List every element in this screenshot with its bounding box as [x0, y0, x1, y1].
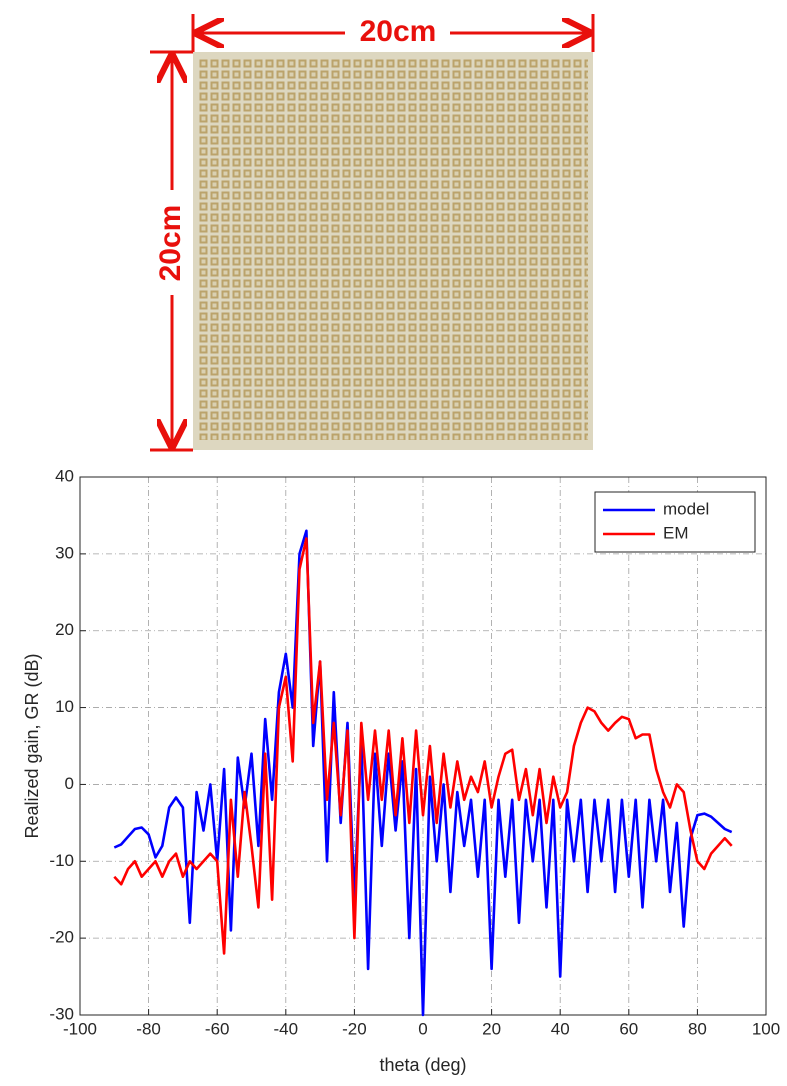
y-tick-label: -30	[49, 1004, 74, 1023]
legend-box	[594, 491, 756, 553]
x-tick-label: 40	[551, 1019, 570, 1038]
x-tick-label: -80	[136, 1019, 161, 1038]
x-tick-label: 100	[752, 1019, 780, 1038]
y-tick-label: -10	[49, 851, 74, 870]
dimension-annotations: 20cm 20cm	[150, 14, 595, 452]
width-label: 20cm	[360, 15, 437, 48]
x-tick-label: 20	[482, 1019, 501, 1038]
legend-label: EM	[663, 523, 689, 542]
y-tick-label: 30	[55, 543, 74, 562]
y-tick-label: 40	[55, 466, 74, 485]
height-label: 20cm	[154, 205, 187, 282]
x-tick-label: -60	[205, 1019, 230, 1038]
y-axis-label: Realized gain, GR (dB)	[22, 653, 42, 838]
x-tick-label: -100	[63, 1019, 97, 1038]
legend-label: model	[663, 499, 709, 518]
x-axis-label: theta (deg)	[379, 1055, 466, 1075]
series-line	[113, 537, 733, 955]
x-tick-label: 80	[688, 1019, 707, 1038]
pcb-photo	[193, 52, 593, 450]
y-tick-label: -20	[49, 928, 74, 947]
chart: -100 -80 -60 -40 -20 0 20 40 60 80 100-30-20-10010…	[22, 466, 780, 1074]
x-tick-label: -40	[274, 1019, 299, 1038]
x-tick-label: 60	[619, 1019, 638, 1038]
x-tick-label: -20	[342, 1019, 367, 1038]
y-tick-label: 20	[55, 620, 74, 639]
y-tick-label: 0	[65, 774, 74, 793]
x-tick-label: 0	[418, 1019, 427, 1038]
y-tick-label: 10	[55, 697, 74, 716]
